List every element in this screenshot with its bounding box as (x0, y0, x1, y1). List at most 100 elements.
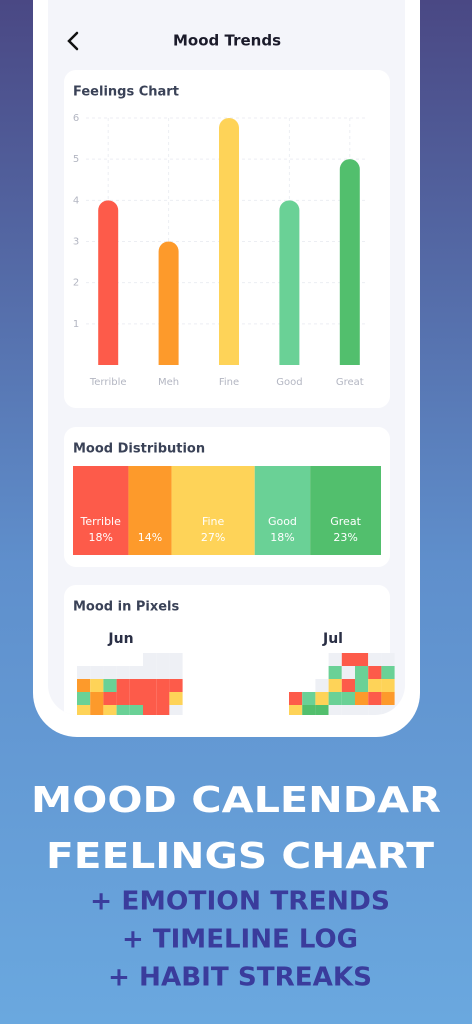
mood-pixel (368, 666, 382, 679)
mood-pixel (156, 705, 170, 715)
mood-pixel (289, 692, 303, 705)
mood-pixel (116, 692, 130, 705)
mood-pixel (381, 705, 395, 715)
mood-pixel (116, 679, 130, 692)
month-label: Jun (107, 631, 133, 647)
headline: MOOD CALENDAR (31, 780, 441, 821)
mood-pixel (129, 666, 143, 679)
segment-label: Great (330, 515, 361, 528)
y-tick-label: 5 (73, 154, 79, 165)
y-tick-label: 6 (73, 113, 79, 124)
mood-pixel (156, 666, 170, 679)
mood-pixel (328, 705, 342, 715)
mood-pixel (116, 666, 130, 679)
bar (339, 159, 360, 365)
mood-pixel (77, 666, 91, 679)
y-tick-label: 1 (73, 319, 79, 330)
bar (219, 118, 239, 365)
mood-pixel (315, 679, 329, 692)
segment-label: Terrible (80, 515, 122, 528)
mood-pixel (129, 679, 143, 692)
distribution-segment (128, 466, 172, 555)
bar (158, 241, 179, 365)
mood-pixel (143, 679, 157, 692)
mood-pixel (169, 666, 183, 679)
mood-pixel (341, 653, 355, 666)
mood-pixel (368, 679, 382, 692)
y-tick-label: 2 (73, 278, 79, 289)
mood-pixel (90, 705, 104, 715)
x-tick-label: Terrible (89, 377, 127, 388)
mood-pixel (355, 692, 369, 705)
mood-pixel (302, 692, 316, 705)
mood-pixel (90, 692, 104, 705)
mood-pixel (355, 705, 369, 715)
mood-pixel (77, 705, 91, 715)
segment-value: 18% (270, 531, 294, 544)
mood-pixel (341, 705, 355, 715)
mood-pixel (143, 666, 157, 679)
mood-pixel (129, 692, 143, 705)
y-tick-label: 3 (73, 237, 79, 248)
mood-pixel (77, 679, 91, 692)
mood-pixel (381, 666, 395, 679)
mood-pixel (341, 692, 355, 705)
mood-pixel (328, 679, 342, 692)
segment-label: Fine (202, 515, 225, 528)
y-tick-label: 4 (73, 195, 79, 206)
back-button[interactable] (67, 31, 79, 51)
mood-pixel (116, 705, 130, 715)
mood-pixel (103, 679, 117, 692)
mood-pixel (156, 653, 170, 666)
distribution-segment (73, 466, 129, 555)
feature: + HABIT STREAKS (108, 963, 372, 993)
mood-pixel (381, 653, 395, 666)
distribution-segment (171, 466, 255, 555)
mood-pixel (355, 679, 369, 692)
headline: FEELINGS CHART (46, 836, 434, 877)
mood-pixel (368, 692, 382, 705)
month-label: Jul (322, 631, 343, 647)
segment-value: 18% (88, 531, 112, 544)
card-title: Feelings Chart (73, 85, 179, 100)
bar (279, 200, 300, 365)
x-tick-label: Fine (219, 377, 239, 388)
mood-pixel (368, 705, 382, 715)
mood-pixel (355, 653, 369, 666)
mood-pixel (169, 679, 183, 692)
card-title: Mood Distribution (73, 442, 205, 457)
mood-pixel (341, 679, 355, 692)
distribution-segment (310, 466, 381, 555)
mood-pixel (90, 666, 104, 679)
card-title: Mood in Pixels (73, 600, 180, 615)
screen-title: Mood Trends (173, 32, 281, 50)
mood-pixel (169, 653, 183, 666)
mood-pixel (368, 653, 382, 666)
mood-pixel (90, 679, 104, 692)
feature: + EMOTION TRENDS (90, 887, 390, 917)
distribution-segment (254, 466, 311, 555)
mood-pixel (355, 666, 369, 679)
mood-pixel (381, 679, 395, 692)
mood-pixel (289, 705, 303, 715)
mood-pixel (77, 692, 91, 705)
mood-pixel (156, 692, 170, 705)
bar (98, 200, 119, 365)
mood-pixel (169, 692, 183, 705)
x-tick-label: Meh (158, 377, 179, 388)
x-tick-label: Good (276, 377, 302, 388)
mood-pixel (315, 705, 329, 715)
segment-value: 27% (201, 531, 225, 544)
segment-label: Good (268, 515, 297, 528)
mood-pixel (156, 679, 170, 692)
mood-pixel (315, 692, 329, 705)
mood-pixel (143, 692, 157, 705)
mood-pixel (103, 666, 117, 679)
mood-pixel (302, 705, 316, 715)
mood-pixel (328, 666, 342, 679)
mood-pixel (103, 705, 117, 715)
mood-pixel (328, 692, 342, 705)
mood-pixel (169, 705, 183, 715)
feature: + TIMELINE LOG (122, 925, 358, 955)
